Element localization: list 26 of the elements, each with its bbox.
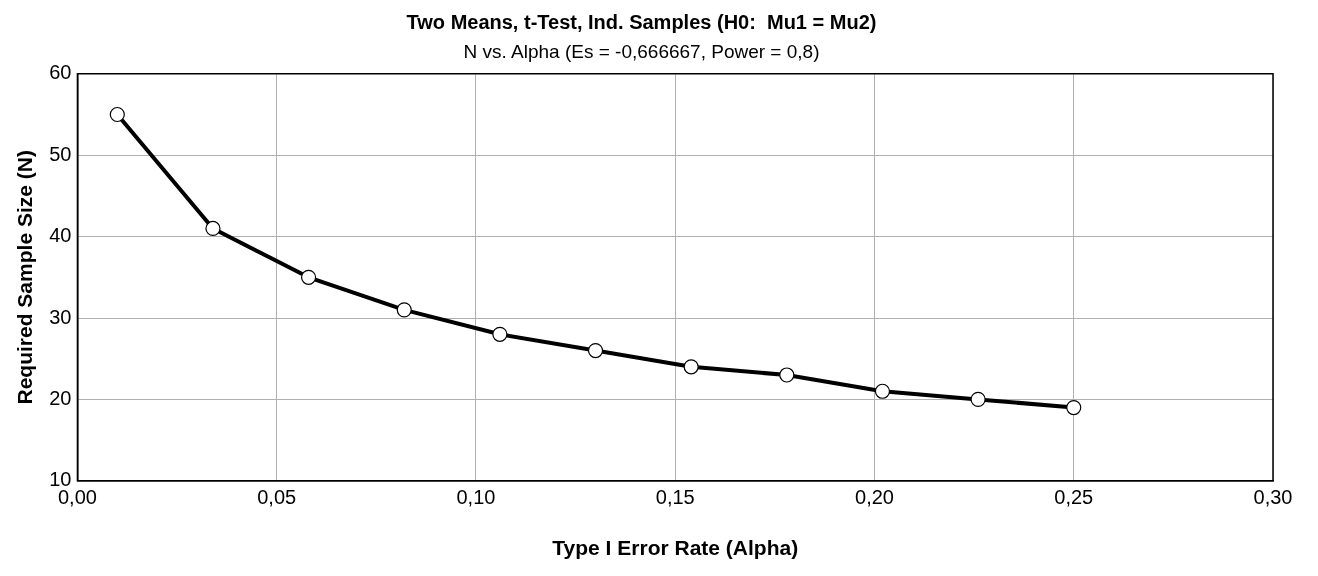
point [683, 359, 699, 375]
point [1066, 399, 1082, 416]
point [396, 302, 412, 318]
y-tick-label: 40 [49, 224, 72, 247]
y-tick-label: 50 [49, 142, 72, 165]
x-tick-label: 0,15 [655, 486, 695, 509]
y-tick-label: 60 [49, 61, 72, 84]
x-tick-label: 0,10 [456, 486, 496, 509]
point [779, 367, 795, 383]
x-tick-label: 0,05 [257, 486, 297, 509]
point [970, 391, 986, 407]
x-axis-title: Type I Error Rate (Alpha) [552, 536, 799, 560]
point [300, 269, 317, 285]
point [874, 383, 891, 399]
x-tick-label: 0,25 [1054, 486, 1094, 509]
chart-subtitle: N vs. Alpha (Es = -0,666667, Power = 0,8) [463, 40, 820, 62]
point [205, 220, 221, 237]
point [587, 342, 604, 359]
y-tick-label: 30 [49, 305, 72, 328]
x-tick-label: 0,30 [1253, 486, 1293, 509]
point [492, 326, 508, 342]
point [109, 106, 125, 123]
x-tick-label: 0,20 [855, 486, 894, 509]
chart-title: Two Means, t-Test, Ind. Samples (H0: Mu1 = Mu2) [406, 10, 877, 33]
y-tick-label: 20 [49, 386, 72, 409]
y-axis-title: Required Sample Size (N) [13, 150, 37, 405]
